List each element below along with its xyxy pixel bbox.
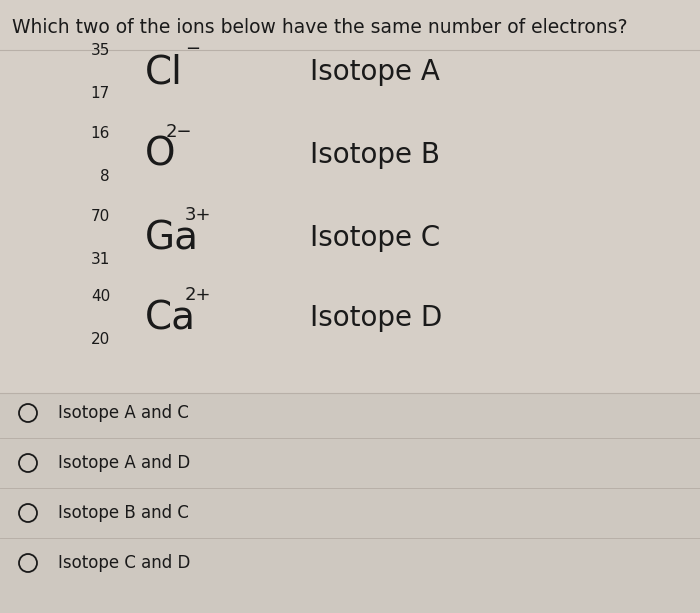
Text: Isotope D: Isotope D (310, 304, 442, 332)
Text: 70: 70 (91, 209, 110, 224)
Text: Isotope A and D: Isotope A and D (58, 454, 190, 472)
Text: Cl: Cl (145, 53, 183, 91)
Text: Isotope C and D: Isotope C and D (58, 554, 190, 572)
Text: 17: 17 (91, 86, 110, 101)
Text: 2−: 2− (166, 123, 193, 141)
Text: 31: 31 (90, 252, 110, 267)
Text: Isotope A and C: Isotope A and C (58, 404, 189, 422)
Text: −: − (185, 40, 200, 58)
Text: 20: 20 (91, 332, 110, 347)
Text: Isotope C: Isotope C (310, 224, 440, 252)
Text: Isotope B and C: Isotope B and C (58, 504, 189, 522)
Text: O: O (145, 136, 176, 174)
Bar (0, 393, 700, 613)
Text: 35: 35 (90, 43, 110, 58)
Text: 3+: 3+ (185, 206, 211, 224)
Text: 2+: 2+ (185, 286, 211, 304)
Text: Isotope A: Isotope A (310, 58, 440, 86)
Text: 8: 8 (100, 169, 110, 184)
Text: Which two of the ions below have the same number of electrons?: Which two of the ions below have the sam… (12, 18, 627, 37)
Text: Ca: Ca (145, 299, 196, 337)
Text: Isotope B: Isotope B (310, 141, 440, 169)
Text: Ga: Ga (145, 219, 199, 257)
Text: 40: 40 (91, 289, 110, 304)
Text: 16: 16 (90, 126, 110, 141)
